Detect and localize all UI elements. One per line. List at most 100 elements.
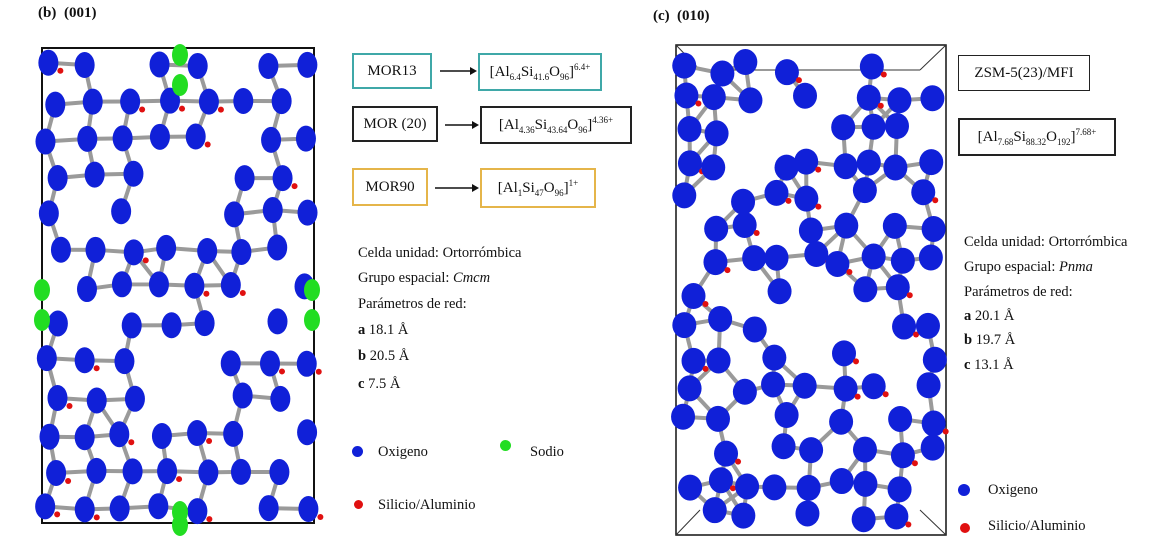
params-label: Parámetros de red: <box>358 296 467 313</box>
oxygen-atom <box>862 373 886 399</box>
oxygen-atom <box>883 213 907 239</box>
cell-text: Celda unidad: Ortorrómbica <box>358 245 521 262</box>
si-al-atom <box>128 439 134 445</box>
si-al-atom <box>815 167 821 173</box>
oxygen-atom <box>799 217 823 243</box>
formula-text: [Al <box>498 180 518 196</box>
oxygen-atom <box>678 475 702 501</box>
param: c 13.1 Å <box>964 357 1014 374</box>
sodium-atom <box>34 309 50 331</box>
oxygen-atom <box>674 82 698 108</box>
param-axis: a <box>964 308 971 324</box>
param-axis: b <box>358 348 366 364</box>
arrow-head <box>472 121 479 129</box>
panel-label: (c) <box>653 8 670 25</box>
oxygen-atom <box>853 177 877 203</box>
legend-swatch <box>354 500 363 509</box>
oxygen-atom <box>703 497 727 523</box>
oxygen-atom <box>75 52 95 78</box>
group-label: Grupo espacial: <box>358 270 449 286</box>
formula-subscript: 4.36 <box>519 125 535 135</box>
oxygen-atom <box>888 476 912 502</box>
si-al-atom <box>724 267 730 273</box>
oxygen-atom <box>298 200 318 226</box>
oxygen-atom <box>733 379 757 405</box>
oxygen-atom <box>742 245 766 271</box>
oxygen-atom <box>857 150 881 176</box>
si-al-atom <box>853 358 859 364</box>
param-axis: b <box>964 332 972 348</box>
formula-subscript: 41.6 <box>533 72 549 82</box>
oxygen-atom <box>672 312 696 338</box>
oxygen-atom <box>919 245 943 271</box>
oxygen-atom <box>738 87 762 113</box>
oxygen-atom <box>35 493 55 519</box>
oxygen-atom <box>731 189 755 215</box>
formula-subscript: 7.68 <box>998 137 1014 147</box>
group-name: Pnma <box>1059 259 1093 275</box>
formula-subscript: 192 <box>1057 137 1071 147</box>
oxygen-atom <box>198 459 218 485</box>
oxygen-atom <box>793 83 817 109</box>
material-box: MOR (20) <box>352 106 438 142</box>
oxygen-atom <box>703 249 727 275</box>
formula-subscript: 47 <box>535 188 544 198</box>
oxygen-atom <box>112 271 132 297</box>
formula-text: [Al <box>499 117 519 133</box>
formula-charge: 7.68+ <box>1076 127 1097 137</box>
legend-swatch <box>958 484 970 496</box>
oxygen-atom <box>682 283 706 309</box>
si-al-atom <box>815 204 821 210</box>
arrow-head <box>472 184 479 192</box>
sodium-atom <box>172 514 188 536</box>
oxygen-atom <box>764 180 788 206</box>
oxygen-atom <box>891 248 915 274</box>
formula-text: Si <box>522 180 535 196</box>
oxygen-atom <box>709 467 733 493</box>
oxygen-atom <box>267 308 287 334</box>
formula-charge: 4.36+ <box>592 115 613 125</box>
formula-box: [Al7.68Si88.32O192]7.68+ <box>958 118 1116 156</box>
oxygen-atom <box>297 52 317 78</box>
param-value: 19.7 Å <box>976 332 1015 348</box>
oxygen-atom <box>123 161 143 187</box>
oxygen-atom <box>267 234 287 260</box>
oxygen-atom <box>35 129 55 155</box>
si-al-atom <box>316 369 322 375</box>
oxygen-atom <box>762 345 786 371</box>
oxygen-atom <box>157 458 177 484</box>
oxygen-atom <box>834 153 858 179</box>
oxygen-atom <box>794 186 818 212</box>
cell-edge <box>676 510 700 535</box>
oxygen-atom <box>892 314 916 340</box>
si-al-atom <box>730 485 736 491</box>
oxygen-atom <box>272 88 292 114</box>
param: b 20.5 Å <box>358 348 409 365</box>
oxygen-atom <box>923 347 947 373</box>
oxygen-atom <box>258 53 278 79</box>
param-value: 20.1 Å <box>975 308 1014 324</box>
si-al-atom <box>139 107 145 113</box>
material-box: ZSM-5(23)/MFI <box>958 55 1090 91</box>
oxygen-atom <box>678 375 702 401</box>
formula-text: Si <box>521 64 534 80</box>
sodium-atom <box>172 44 188 66</box>
oxygen-atom <box>702 84 726 110</box>
si-al-atom <box>218 107 224 113</box>
legend-text: Oxigeno <box>378 444 428 461</box>
oxygen-atom <box>761 371 785 397</box>
formula-charge: 1+ <box>569 178 579 188</box>
page: {"left": { "panel": "(b)", "view": "(001… <box>0 0 1156 548</box>
si-al-atom <box>94 514 100 520</box>
si-al-atom <box>905 522 911 528</box>
si-al-atom <box>240 290 246 296</box>
oxygen-atom <box>829 409 853 435</box>
oxygen-atom <box>714 441 738 467</box>
param: a 20.1 Å <box>964 308 1014 325</box>
oxygen-atom <box>860 53 884 79</box>
sodium-atom <box>304 309 320 331</box>
oxygen-atom <box>195 310 215 336</box>
oxygen-atom <box>799 437 823 463</box>
formula-subscript: 96 <box>560 72 569 82</box>
oxygen-atom <box>797 475 821 501</box>
